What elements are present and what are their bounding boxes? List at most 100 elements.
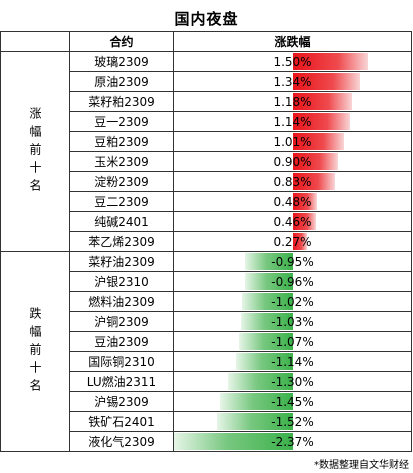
change-cell: -1.03% bbox=[173, 311, 412, 332]
contract-name: 沪铜2309 bbox=[69, 311, 174, 332]
header-contract: 合约 bbox=[69, 31, 174, 52]
change-cell: 0.48% bbox=[173, 191, 412, 212]
change-value: 1.14% bbox=[273, 114, 312, 129]
contract-name: 玉米2309 bbox=[69, 151, 174, 172]
change-cell: -0.96% bbox=[173, 271, 412, 292]
footnote: *数据整理自文华财经 bbox=[314, 460, 409, 471]
change-cell: 0.27% bbox=[173, 231, 412, 252]
change-cell: -1.45% bbox=[173, 391, 412, 412]
gain-bar bbox=[293, 193, 318, 210]
table-row: 跌幅前十名 菜籽油2309 -0.95% bbox=[0, 251, 412, 452]
change-cell: -2.37% bbox=[173, 431, 412, 452]
change-value: 1.01% bbox=[273, 134, 312, 149]
loss-bar bbox=[245, 253, 293, 270]
contract-name: 铁矿石2401 bbox=[69, 411, 174, 432]
gain-bar bbox=[293, 173, 335, 190]
change-value: 1.34% bbox=[273, 74, 312, 89]
change-value: 1.18% bbox=[273, 94, 312, 109]
change-cell: 0.83% bbox=[173, 171, 412, 192]
loss-bar bbox=[241, 313, 293, 330]
header-change: 涨跌幅 bbox=[173, 31, 412, 52]
table-row: 铁矿石2401 -1.52% bbox=[1, 411, 412, 432]
gain-bar bbox=[293, 153, 339, 170]
loss-bar bbox=[241, 293, 293, 310]
table-row: 豆粕2309 1.01% bbox=[1, 131, 412, 152]
table-row: 液化气2309 -2.37% bbox=[1, 431, 412, 452]
contract-name: LU燃油2311 bbox=[69, 371, 174, 392]
table-row: 苯乙烯2309 0.27% bbox=[1, 231, 412, 252]
contract-name: 菜籽油2309 bbox=[69, 251, 174, 272]
loss-bar bbox=[244, 273, 293, 290]
contract-name: 豆一2309 bbox=[69, 111, 174, 132]
contract-name: 沪银2310 bbox=[69, 271, 174, 292]
header-row: 合约 涨跌幅 bbox=[0, 31, 412, 52]
loss-bar bbox=[235, 353, 293, 370]
change-value: 0.46% bbox=[273, 214, 312, 229]
table-row: 沪铜2309 -1.03% bbox=[1, 311, 412, 332]
change-value: -1.52% bbox=[271, 414, 314, 429]
loss-bar bbox=[216, 413, 293, 430]
contract-name: 苯乙烯2309 bbox=[69, 231, 174, 252]
gain-bar bbox=[293, 73, 361, 90]
change-value: 0.27% bbox=[273, 234, 312, 249]
change-value: -1.45% bbox=[271, 394, 314, 409]
contract-name: 沪锡2309 bbox=[69, 391, 174, 412]
change-value: -0.95% bbox=[271, 254, 314, 269]
header-blank bbox=[0, 31, 70, 52]
change-value: -1.07% bbox=[271, 334, 314, 349]
gain-bar bbox=[293, 93, 353, 110]
change-value: 0.48% bbox=[273, 194, 312, 209]
table-row: 豆二2309 0.48% bbox=[1, 191, 412, 212]
group-label-top-losers: 跌幅前十名 bbox=[0, 251, 70, 452]
change-cell: 1.14% bbox=[173, 111, 412, 132]
gain-bar bbox=[293, 133, 344, 150]
change-value: -1.30% bbox=[271, 374, 314, 389]
loss-bar bbox=[220, 393, 293, 410]
loss-bar bbox=[239, 333, 293, 350]
gain-bar bbox=[293, 113, 351, 130]
contract-name: 国际铜2310 bbox=[69, 351, 174, 372]
contract-name: 液化气2309 bbox=[69, 431, 174, 452]
table-row: 原油2309 1.34% bbox=[1, 71, 412, 92]
table-row: 涨幅前十名 玻璃2309 1.50% bbox=[0, 51, 412, 252]
change-value: -1.03% bbox=[271, 314, 314, 329]
change-cell: 1.18% bbox=[173, 91, 412, 112]
chart-title: 国内夜盘 bbox=[174, 10, 239, 28]
change-value: -1.02% bbox=[271, 294, 314, 309]
group-label-top-gainers: 涨幅前十名 bbox=[0, 51, 70, 252]
change-value: 1.50% bbox=[273, 54, 312, 69]
gain-bar bbox=[293, 53, 369, 70]
change-cell: -1.02% bbox=[173, 291, 412, 312]
contract-name: 纯碱2401 bbox=[69, 211, 174, 232]
table-row: 玉米2309 0.90% bbox=[1, 151, 412, 172]
change-cell: 0.46% bbox=[173, 211, 412, 232]
change-cell: 1.01% bbox=[173, 131, 412, 152]
change-cell: -1.14% bbox=[173, 351, 412, 372]
gain-bar bbox=[293, 213, 317, 230]
contract-name: 燃料油2309 bbox=[69, 291, 174, 312]
change-value: 0.83% bbox=[273, 174, 312, 189]
contract-name: 原油2309 bbox=[69, 71, 174, 92]
change-cell: 1.34% bbox=[173, 71, 412, 92]
night-session-table: 合约 涨跌幅 涨幅前十名 玻璃2309 1.50% 原油2309 1.34% 菜籽粕230… bbox=[0, 31, 412, 452]
contract-name: 菜籽粕2309 bbox=[69, 91, 174, 112]
contract-name: 豆二2309 bbox=[69, 191, 174, 212]
loss-bar bbox=[227, 373, 293, 390]
change-cell: 0.90% bbox=[173, 151, 412, 172]
change-cell: -0.95% bbox=[173, 251, 412, 272]
contract-name: 淀粉2309 bbox=[69, 171, 174, 192]
change-value: -1.14% bbox=[271, 354, 314, 369]
loss-bar bbox=[174, 433, 293, 450]
table-row: 淀粉2309 0.83% bbox=[1, 171, 412, 192]
contract-name: 豆油2309 bbox=[69, 331, 174, 352]
contract-name: 玻璃2309 bbox=[69, 51, 174, 72]
change-cell: 1.50% bbox=[173, 51, 412, 72]
table-row: 燃料油2309 -1.02% bbox=[1, 291, 412, 312]
gain-bar bbox=[293, 233, 307, 250]
change-cell: -1.30% bbox=[173, 371, 412, 392]
change-cell: -1.52% bbox=[173, 411, 412, 432]
change-cell: -1.07% bbox=[173, 331, 412, 352]
table-row: LU燃油2311 -1.30% bbox=[1, 371, 412, 392]
contract-name: 豆粕2309 bbox=[69, 131, 174, 152]
change-value: -0.96% bbox=[271, 274, 314, 289]
